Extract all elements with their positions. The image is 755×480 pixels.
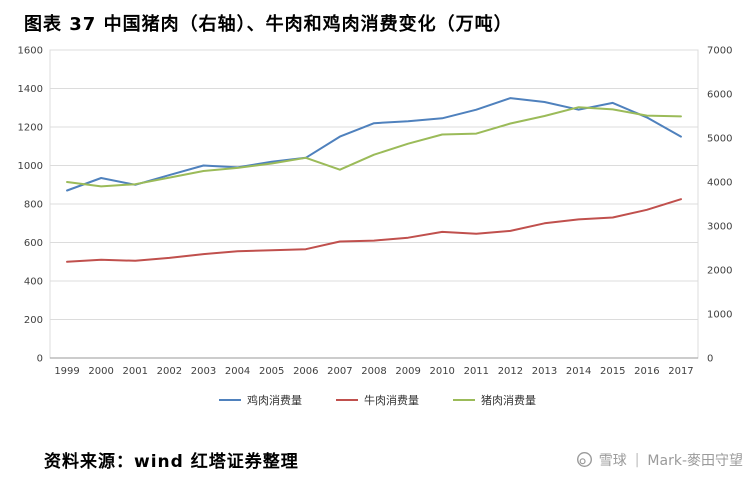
left-axis-tick-label: 800	[24, 200, 43, 211]
chart-title: 图表 37 中国猪肉（右轴）、牛肉和鸡肉消费变化（万吨）	[24, 14, 513, 35]
x-axis-tick-label: 2000	[88, 366, 113, 377]
x-axis-tick-label: 2002	[157, 366, 182, 377]
x-axis-tick-label: 2011	[464, 366, 489, 377]
x-axis-tick-label: 2001	[123, 366, 148, 377]
left-axis-tick-label: 1600	[18, 46, 43, 57]
right-axis-tick-label: 3000	[707, 222, 732, 233]
right-axis-tick-label: 1000	[707, 310, 732, 321]
x-axis-tick-label: 2015	[600, 366, 625, 377]
x-axis-tick-label: 2009	[395, 366, 420, 377]
watermark-user: Mark-麥田守望	[647, 452, 743, 469]
legend-item-beef: 牛肉消费量	[336, 392, 419, 408]
legend-line-swatch-pork	[453, 399, 475, 401]
watermark: 雪球 | Mark-麥田守望	[576, 450, 743, 470]
x-axis-tick-label: 2012	[498, 366, 523, 377]
legend-item-pork: 猪肉消费量	[453, 392, 536, 408]
right-axis-tick-label: 0	[707, 354, 713, 365]
x-axis-tick-label: 2014	[566, 366, 591, 377]
x-axis-tick-label: 2010	[429, 366, 454, 377]
x-axis-tick-label: 2013	[532, 366, 557, 377]
left-axis-tick-label: 0	[37, 354, 43, 365]
left-axis-tick-label: 600	[24, 238, 43, 249]
legend-label-chicken: 鸡肉消费量	[247, 394, 302, 407]
legend-line-swatch-beef	[336, 399, 358, 401]
legend-label-beef: 牛肉消费量	[364, 394, 419, 407]
footer: 资料来源：wind 红塔证券整理 雪球 | Mark-麥田守望	[0, 447, 755, 473]
right-axis-tick-label: 2000	[707, 266, 732, 277]
left-axis-tick-label: 400	[24, 277, 43, 288]
chart-area: 0 200 400 600 800 1000 1200 1400 1600 0 1000 2000 30…	[0, 38, 755, 386]
x-axis-tick-label: 2017	[668, 366, 693, 377]
line-chart-svg: 0 200 400 600 800 1000 1200 1400 1600 0 1000 2000 30…	[18, 46, 733, 378]
watermark-separator: |	[634, 451, 640, 468]
x-axis-tick-label: 2003	[191, 366, 216, 377]
left-axis-tick-label: 200	[24, 315, 43, 326]
source-text: 资料来源：wind 红塔证券整理	[44, 452, 299, 472]
right-axis-tick-label: 4000	[707, 178, 732, 189]
series-line-0	[66, 97, 682, 192]
x-axis-tick-label: 2008	[361, 366, 386, 377]
xueqiu-logo-icon	[576, 451, 592, 468]
x-axis-tick-label: 2006	[293, 366, 318, 377]
series-line-2	[66, 106, 682, 188]
right-axis-tick-label: 6000	[707, 90, 732, 101]
x-axis-tick-label: 2007	[327, 366, 352, 377]
x-axis-tick-label: 2004	[225, 366, 250, 377]
legend-line-swatch-chicken	[219, 399, 241, 401]
left-axis-tick-label: 1200	[18, 123, 43, 134]
left-axis-tick-label: 1000	[18, 161, 43, 172]
x-axis-tick-label: 2005	[259, 366, 284, 377]
series-line-1	[66, 198, 682, 263]
right-axis-tick-label: 7000	[707, 46, 732, 57]
legend-label-pork: 猪肉消费量	[481, 394, 536, 407]
chart-legend: 鸡肉消费量 牛肉消费量 猪肉消费量	[0, 388, 755, 412]
x-axis-tick-label: 1999	[54, 366, 79, 377]
right-axis-tick-label: 5000	[707, 134, 732, 145]
x-axis-tick-label: 2016	[634, 366, 659, 377]
left-axis-tick-label: 1400	[18, 84, 43, 95]
watermark-site: 雪球	[598, 452, 627, 469]
legend-item-chicken: 鸡肉消费量	[219, 392, 302, 408]
